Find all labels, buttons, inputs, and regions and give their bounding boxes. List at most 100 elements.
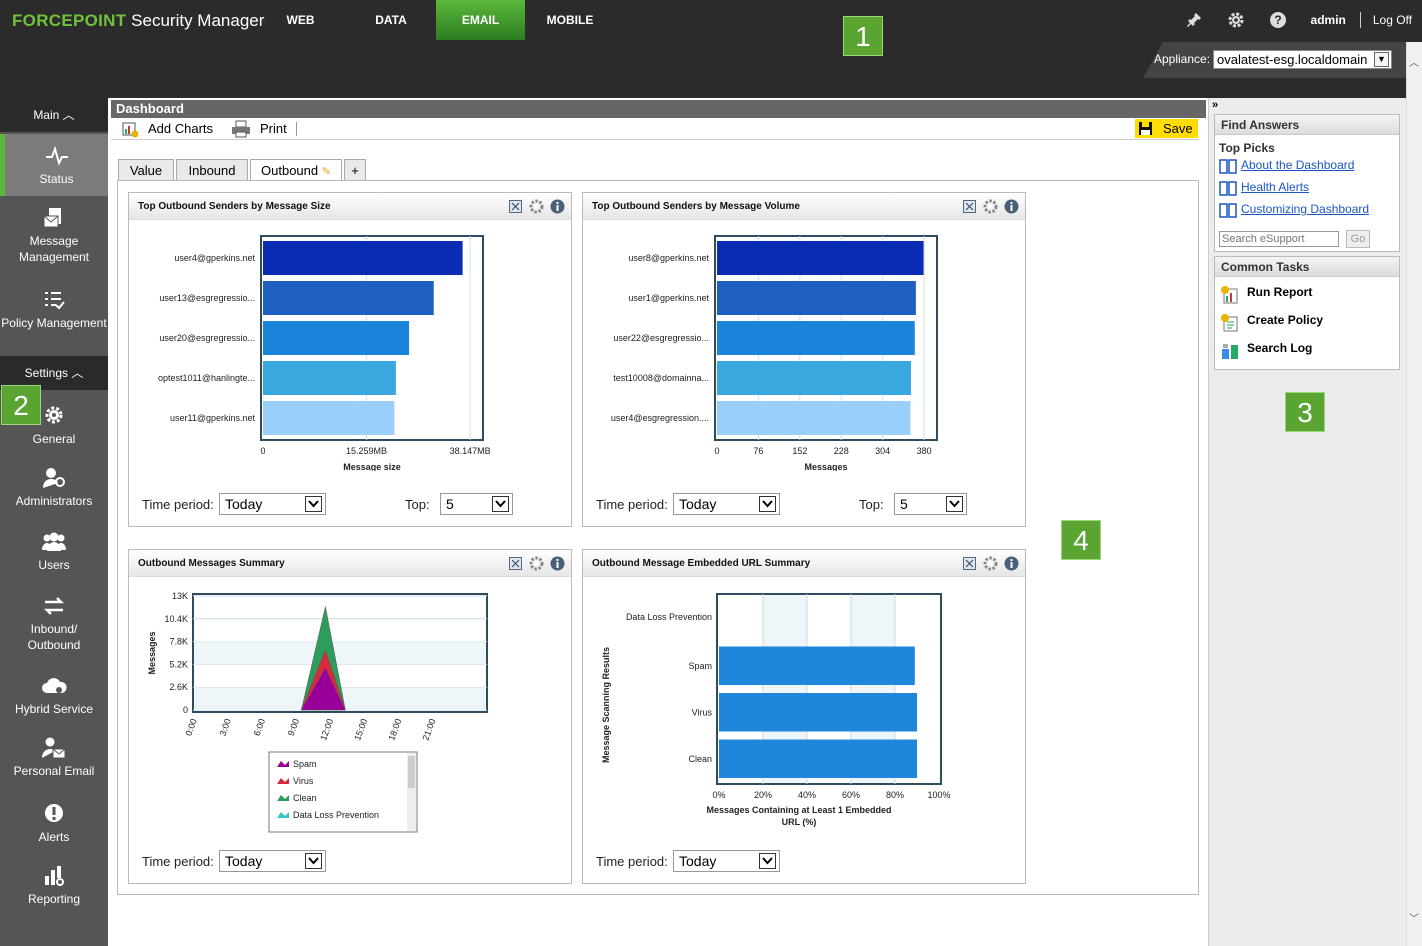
edit-pencil-icon[interactable]: ✎ [321, 166, 331, 178]
legend-swatch [277, 812, 289, 818]
area-spam [300, 667, 346, 711]
settings-gear-icon[interactable] [983, 556, 998, 571]
category-label: user20@esgregressio... [159, 333, 255, 343]
scroll-down-icon[interactable]: ﹀ [1409, 914, 1419, 925]
tab-outbound[interactable]: Outbound ✎ [250, 159, 342, 182]
help-icon[interactable]: ? [1267, 10, 1289, 30]
sidebar-item-alerts[interactable]: Alerts [0, 802, 108, 845]
go-button[interactable]: Go [1346, 230, 1370, 248]
chevron-down-icon [946, 496, 963, 512]
y-tick-label: 0 [183, 705, 188, 715]
run-report-link[interactable]: Run Report [1247, 285, 1313, 299]
link-customizing-dashboard[interactable]: Customizing Dashboard [1241, 202, 1370, 216]
legend-label: Data Loss Prevention [293, 810, 379, 820]
x-tick-label: 6:00 [252, 717, 267, 737]
book-icon [1219, 203, 1237, 218]
settings-gear-icon[interactable] [529, 199, 544, 214]
callout-badge-4: 4 [1061, 520, 1101, 560]
sidebar-settings-header[interactable]: Settings ︿ [0, 356, 108, 390]
info-icon[interactable] [550, 556, 565, 571]
gear-icon[interactable] [1225, 10, 1247, 30]
category-label: user1@gperkins.net [628, 293, 709, 303]
bar [717, 321, 915, 355]
time-period-select[interactable]: Today [673, 493, 780, 515]
x-tick-label: 9:00 [286, 717, 301, 737]
scroll-up-icon[interactable]: ︿ [1409, 58, 1419, 69]
maximize-icon[interactable] [962, 556, 977, 571]
time-period-select[interactable]: Today [219, 850, 326, 872]
link-about-dashboard[interactable]: About the Dashboard [1241, 158, 1355, 172]
info-icon[interactable] [1004, 199, 1019, 214]
category-label: user11@gperkins.net [170, 413, 256, 423]
admin-user-icon [43, 468, 65, 488]
create-policy-link[interactable]: Create Policy [1247, 313, 1324, 327]
link-health-alerts[interactable]: Health Alerts [1241, 180, 1310, 194]
top-select[interactable]: 5 [894, 493, 967, 515]
list-check-icon [45, 292, 65, 310]
top-select[interactable]: 5 [440, 493, 513, 515]
x-tick-label: 18:00 [386, 717, 403, 742]
find-answers-header: Find Answers [1215, 115, 1399, 135]
nav-data[interactable]: DATA [375, 13, 407, 27]
settings-gear-icon[interactable] [983, 199, 998, 214]
floppy-icon [1139, 122, 1152, 135]
sidebar-item-personal-email[interactable]: Personal Email [0, 736, 108, 779]
user-name[interactable]: admin [1310, 13, 1346, 27]
add-charts-button[interactable]: Add Charts [121, 120, 213, 138]
tab-value[interactable]: Value [118, 159, 174, 181]
legend-scrollbar [407, 753, 416, 831]
sidebar-item-inbound-outbound[interactable]: Inbound/ Outbound [0, 594, 108, 653]
x-tick-label: 12:00 [318, 717, 335, 742]
search-log-link[interactable]: Search Log [1247, 341, 1313, 355]
scrollbar[interactable]: ︿ ﹀ [1406, 42, 1422, 946]
time-period-label: Time period: [596, 854, 668, 869]
category-label: test10008@domainna... [613, 373, 709, 383]
chevron-down-icon [759, 496, 776, 512]
plug-icon[interactable] [1183, 10, 1205, 30]
envelope-clipboard-icon [43, 208, 61, 228]
x-tick-label: 0 [714, 446, 719, 456]
maximize-icon[interactable] [508, 556, 523, 571]
toolbar: Add Charts Print [111, 118, 1199, 140]
appliance-select[interactable]: ovalatest-esg.localdomain ▼ [1213, 50, 1392, 69]
sidebar-main-header[interactable]: Main ︿ [0, 98, 108, 132]
top-label: Top: [405, 497, 430, 512]
sidebar-item-status[interactable]: Status [0, 134, 108, 196]
sidebar-item-general[interactable]: General [0, 404, 108, 447]
print-button[interactable]: Print [231, 120, 287, 138]
toolbar-divider [296, 122, 297, 136]
x-tick-label: 152 [792, 446, 807, 456]
common-tasks-header: Common Tasks [1215, 257, 1399, 277]
category-label: Data Loss Prevention [626, 612, 712, 622]
info-icon[interactable] [1004, 556, 1019, 571]
maximize-icon[interactable] [508, 199, 523, 214]
info-icon[interactable] [550, 199, 565, 214]
search-esupport-input[interactable] [1219, 231, 1339, 247]
sidebar-item-users[interactable]: Users [0, 530, 108, 573]
x-tick-label: 100% [927, 790, 950, 800]
book-icon [1219, 159, 1237, 174]
brand-logo: FORCEPOINT Security Manager [12, 11, 265, 30]
category-label: user22@esgregressio... [613, 333, 709, 343]
nav-web[interactable]: WEB [286, 13, 315, 27]
sidebar-item-policy-management[interactable]: Policy Management [0, 288, 108, 331]
sidebar-item-administrators[interactable]: Administrators [0, 466, 108, 509]
x-axis-label: Messages Containing at Least 1 Embedded [706, 805, 891, 815]
settings-gear-icon[interactable] [529, 556, 544, 571]
sidebar-item-hybrid-service[interactable]: Hybrid Service [0, 674, 108, 717]
tab-inbound[interactable]: Inbound [176, 159, 248, 181]
save-button[interactable]: Save [1135, 119, 1198, 138]
legend-swatch [277, 761, 289, 767]
time-period-select[interactable]: Today [219, 493, 326, 515]
sidebar-item-reporting[interactable]: Reporting [0, 864, 108, 907]
maximize-icon[interactable] [962, 199, 977, 214]
collapse-sidebar-icon[interactable]: » [1212, 99, 1219, 111]
nav-mobile[interactable]: MOBILE [546, 13, 594, 27]
time-period-select[interactable]: Today [673, 850, 780, 872]
sidebar-item-message-management[interactable]: Message Management [0, 206, 108, 265]
x-tick-label: 0:00 [183, 717, 198, 737]
logoff-link[interactable]: Log Off [1359, 12, 1412, 28]
add-tab-button[interactable]: + [344, 159, 366, 181]
add-chart-icon [122, 122, 139, 138]
nav-email[interactable]: EMAIL [436, 0, 525, 40]
